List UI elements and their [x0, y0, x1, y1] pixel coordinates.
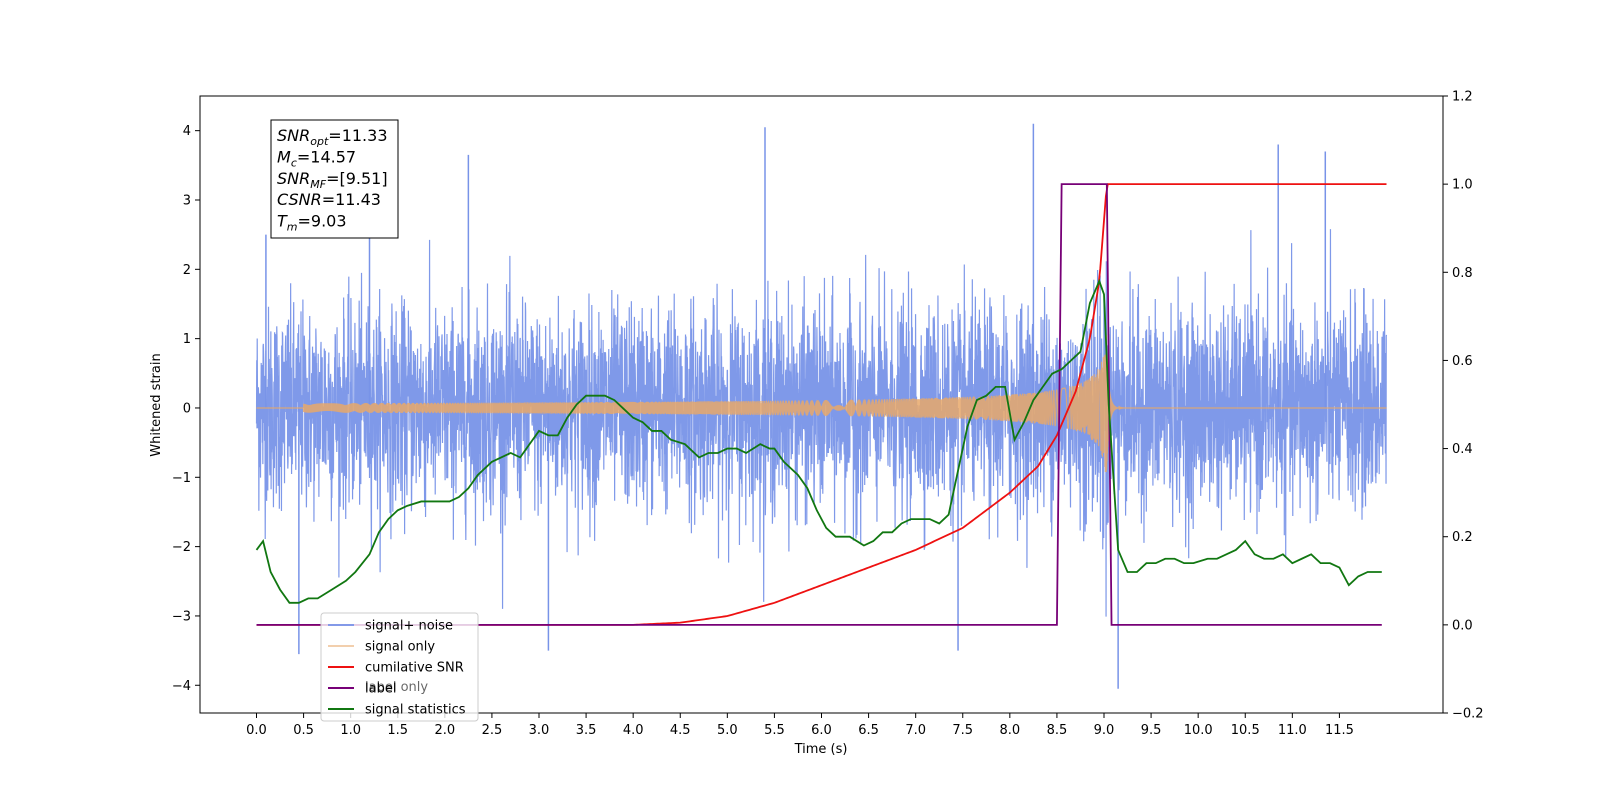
legend: label only signal+ noise signal only cumila…	[320, 612, 479, 722]
x-tick-label: 0.0	[246, 723, 267, 738]
plot-area	[199, 95, 1444, 714]
y-tick-label: 4	[183, 124, 191, 139]
x-tick-label: 6.5	[858, 723, 879, 738]
label-line	[256, 183, 1382, 626]
x-tick-label: 3.5	[576, 723, 597, 738]
legend-label: cumilative SNR	[365, 661, 464, 676]
y2-tick-label: 0.8	[1452, 266, 1473, 281]
y-tick-label: 3	[183, 193, 191, 208]
y-axis-right: 1.2 1.0 0.8 0.6 0.4 0.2 0.0 −0.2	[1443, 90, 1484, 722]
stats-annotation-box: SNRopt=11.33Mc=14.57SNRMF=[9.51]CSNR=11.…	[270, 119, 399, 239]
x-tick-label: 6.0	[811, 723, 832, 738]
x-tick-label: 9.5	[1141, 723, 1162, 738]
x-tick-label: 9.0	[1094, 723, 1115, 738]
x-tick-label: 1.0	[340, 723, 361, 738]
x-tick-label: 2.0	[434, 723, 455, 738]
x-tick-label: 0.5	[293, 723, 314, 738]
y2-tick-label: 0.0	[1452, 618, 1473, 633]
y-tick-label: 0	[183, 401, 191, 416]
signal-noise-line	[255, 229, 1388, 617]
x-tick-label: 8.0	[999, 723, 1020, 738]
y-axis-title: Whitened strain	[149, 353, 164, 456]
x-tick-label: 4.0	[623, 723, 644, 738]
y-tick-label: −2	[172, 540, 191, 555]
x-axis-title: Time (s)	[794, 742, 848, 757]
x-tick-label: 11.5	[1325, 723, 1354, 738]
y2-tick-label: 0.6	[1452, 354, 1473, 369]
y2-tick-label: −0.2	[1452, 707, 1484, 722]
signal-only-line	[256, 335, 1387, 473]
y-tick-label: 1	[183, 332, 191, 347]
legend-ghost-label-only: label only	[365, 680, 428, 695]
x-tick-label: 7.5	[952, 723, 973, 738]
x-tick-label: 10.0	[1184, 723, 1213, 738]
x-tick-label: 5.0	[717, 723, 738, 738]
y2-tick-label: 0.2	[1452, 530, 1473, 545]
signal-only-series	[256, 335, 1387, 473]
x-tick-label: 4.5	[670, 723, 691, 738]
stats-line: SNRopt=11.33	[277, 126, 388, 148]
y-tick-label: −3	[172, 609, 191, 624]
x-tick-label: 10.5	[1231, 723, 1260, 738]
y2-tick-label: 0.4	[1452, 442, 1473, 457]
legend-frame	[320, 612, 479, 722]
y-axis-left: 4 3 2 1 0 −1 −2 −3 −4	[172, 124, 200, 694]
legend-label: signal statistics	[365, 703, 466, 718]
y-tick-label: 2	[183, 263, 191, 278]
legend-label: signal only	[365, 640, 435, 655]
label-series	[256, 183, 1382, 626]
x-tick-label: 5.5	[764, 723, 785, 738]
legend-label: label	[365, 682, 396, 697]
stats-box-frame	[270, 119, 399, 239]
signal-noise-series	[255, 123, 1388, 689]
stats-line: Mc=14.57	[277, 147, 356, 169]
y-tick-label: −1	[172, 471, 191, 486]
x-tick-label: 11.0	[1278, 723, 1307, 738]
x-tick-label: 3.0	[529, 723, 550, 738]
stats-line: CSNR=11.43	[277, 190, 381, 209]
stats-line: SNRMF=[9.51]	[277, 169, 388, 191]
x-tick-label: 2.5	[482, 723, 503, 738]
legend-label: signal+ noise	[365, 619, 453, 634]
y2-tick-label: 1.2	[1452, 90, 1473, 105]
x-tick-label: 1.5	[387, 723, 408, 738]
stats-line: Tm=9.03	[277, 212, 347, 234]
signal-statistics-series	[255, 278, 1382, 604]
x-tick-label: 7.0	[905, 723, 926, 738]
y2-tick-label: 1.0	[1452, 178, 1473, 193]
x-axis: 0.0 0.5 1.0 1.5 2.0 2.5 3.0 3.5 4.0 4.5 5.0 5.5 6.0 6…	[246, 713, 1354, 738]
y-tick-label: −4	[172, 679, 191, 694]
x-tick-label: 8.5	[1047, 723, 1068, 738]
signal-statistics-line	[255, 278, 1382, 604]
